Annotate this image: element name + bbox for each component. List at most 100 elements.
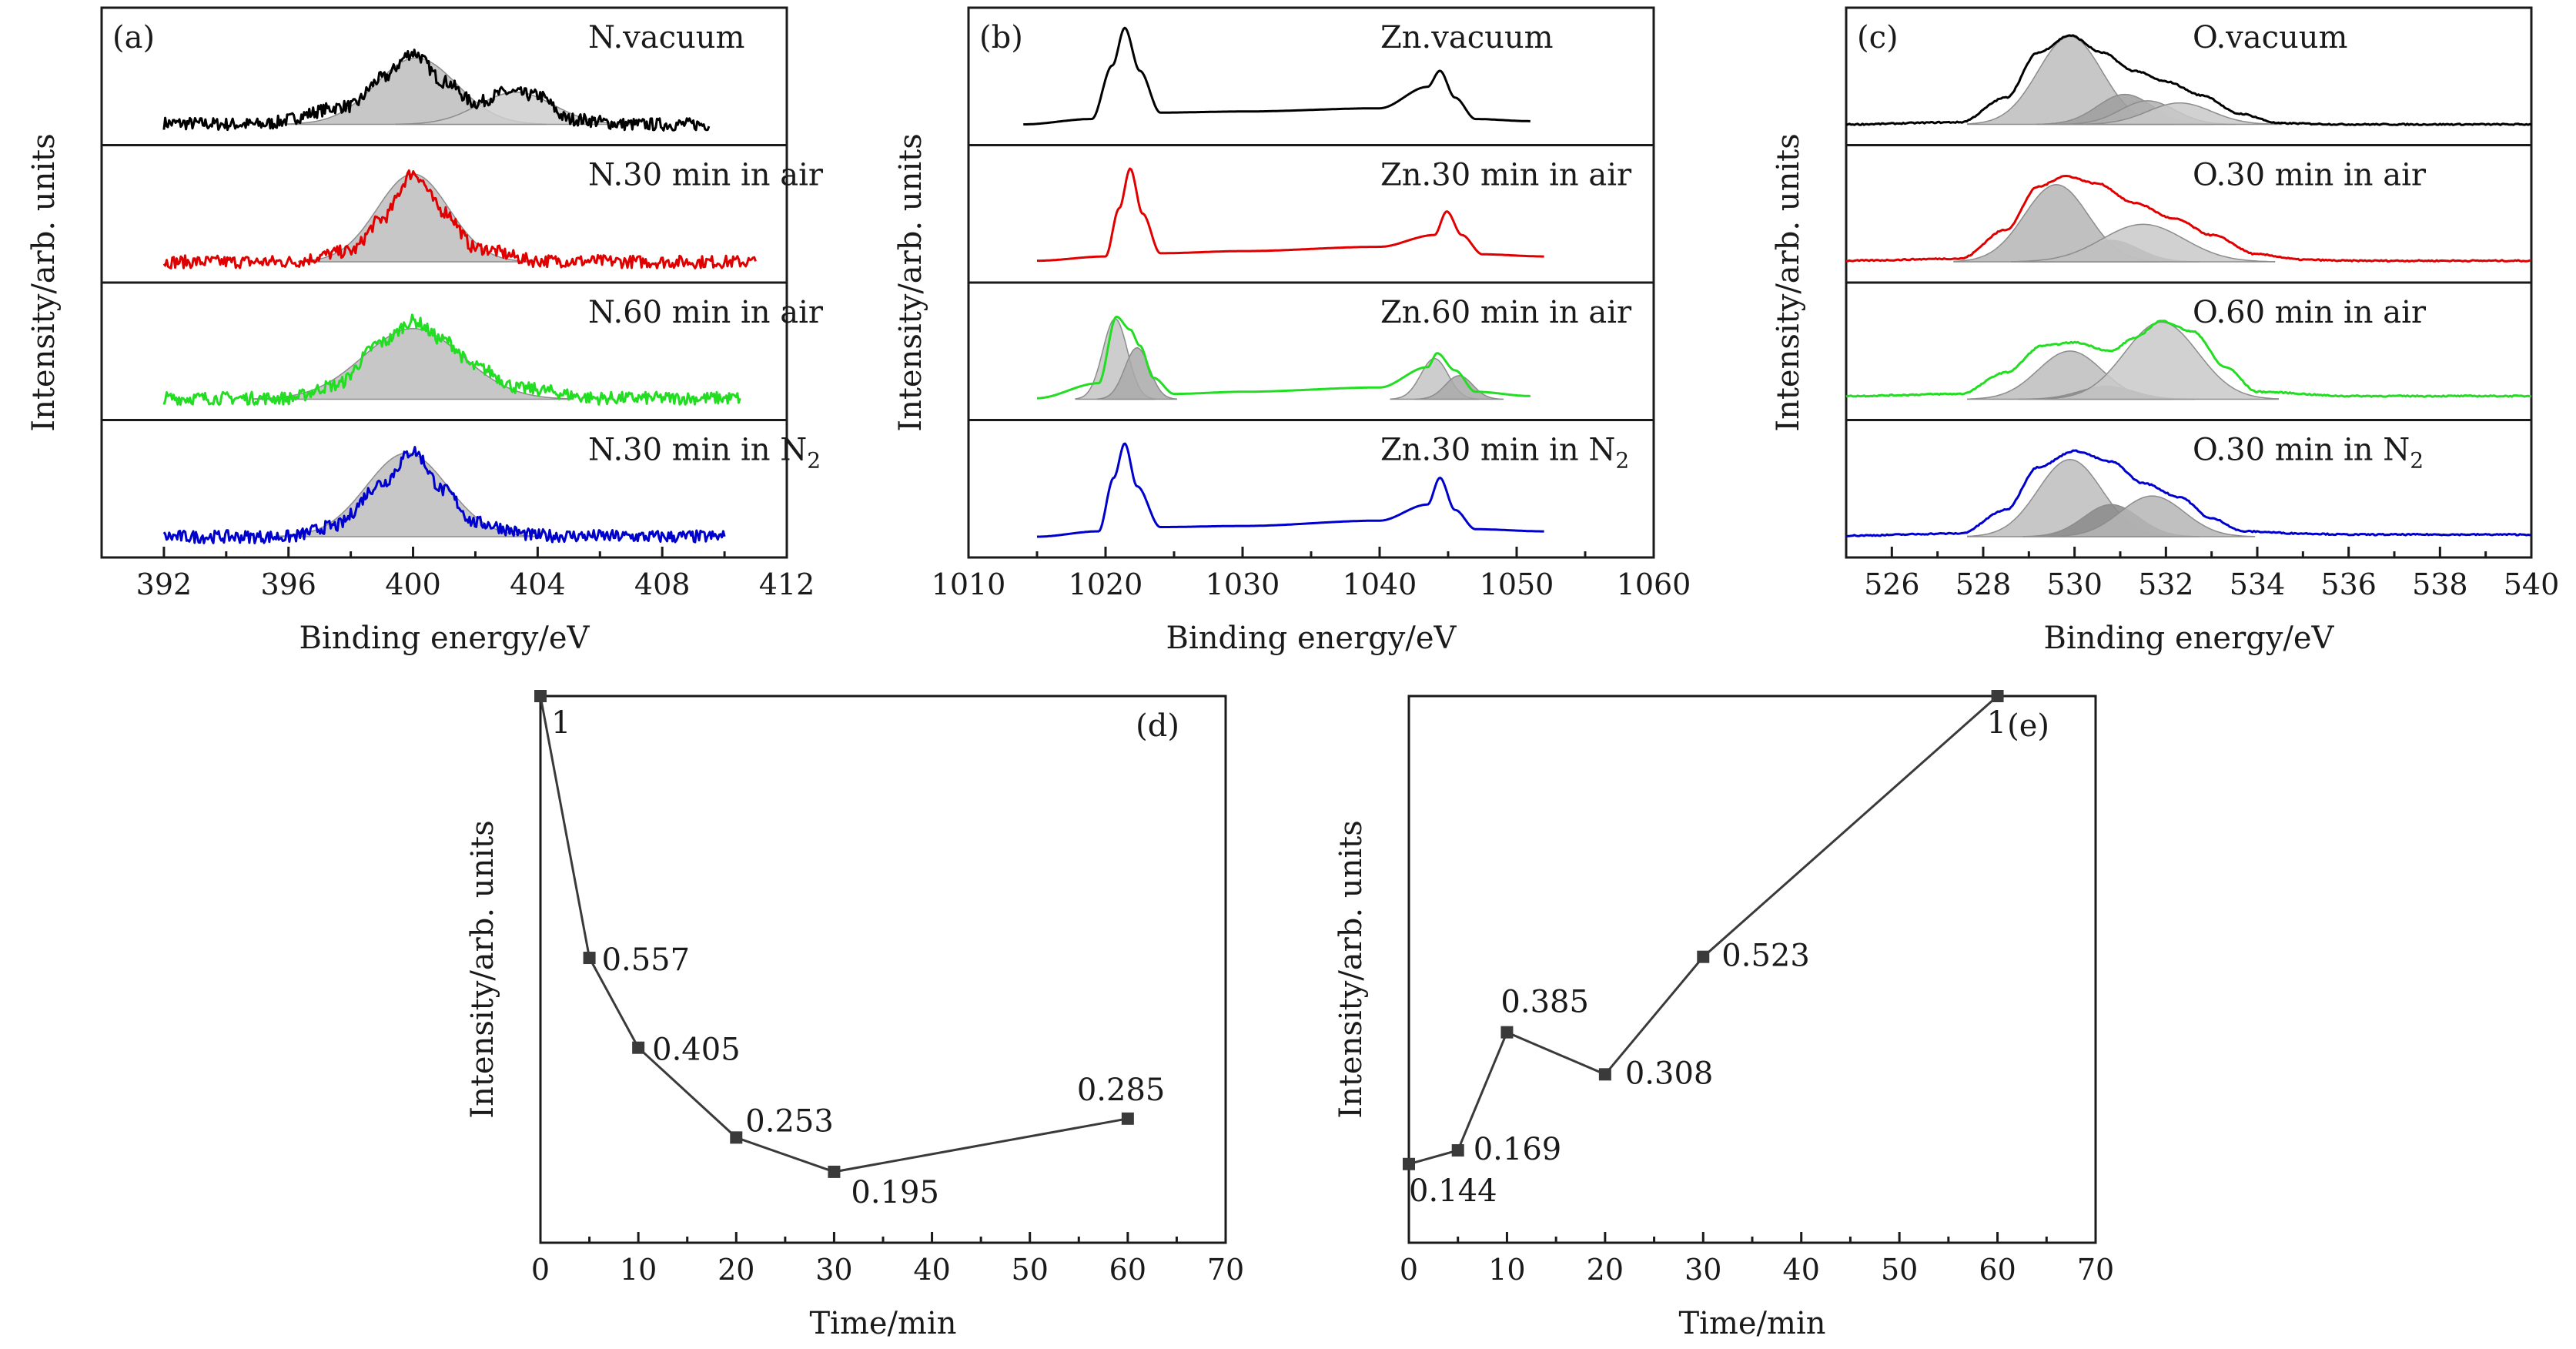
spectrum-line [1845,320,2532,398]
x-tick-label: 392 [136,567,192,601]
x-tick-label: 1050 [1480,567,1554,601]
panel-label: (d) [1136,708,1179,744]
x-axis-label: Time/min [809,1306,956,1341]
x-tick-label: 1040 [1343,567,1417,601]
series-a-2: N.60 min in air [162,295,824,406]
x-tick-label: 404 [510,567,566,601]
x-tick-label: 30 [815,1253,852,1287]
x-tick-label: 530 [2046,567,2103,601]
x-tick-label: 532 [2138,567,2194,601]
y-axis-label: Intensity/arb. units [893,133,928,431]
series-c-2: O.60 min in air [1845,295,2532,400]
data-label: 0.405 [652,1033,741,1068]
data-point [1403,1157,1415,1170]
fit-component [2076,102,2283,126]
data-point [1598,1068,1611,1081]
x-tick-label: 0 [1400,1253,1418,1287]
x-tick-label: 20 [1587,1253,1624,1287]
x-tick-label: 412 [759,567,815,601]
x-axis-label: Binding energy/eV [1166,621,1457,656]
panel-label: (b) [979,20,1023,55]
x-tick-label: 536 [2320,567,2377,601]
series-a-1: N.30 min in air [162,158,824,269]
data-point [534,690,547,702]
series-label: N.30 min in air [588,158,824,193]
panel-label: (e) [2007,708,2049,744]
data-label: 0.523 [1721,939,1810,974]
data-label: 0.308 [1625,1056,1714,1091]
data-point [1697,950,1710,963]
x-tick-label: 528 [1955,567,2012,601]
data-point [632,1041,645,1054]
series-a-3: N.30 min in N2 [162,433,821,544]
x-tick-label: 1010 [932,567,1006,601]
series-b-2: Zn.60 min in air [1037,295,1632,400]
data-label: 0.144 [1409,1173,1497,1209]
x-tick-label: 1030 [1206,567,1280,601]
fit-component [2049,495,2256,537]
series-label: Zn.30 min in N2 [1380,433,1629,474]
spectrum-line [1845,175,2532,263]
panel-c: O.vacuum O.30 min in air O.60 min in air O.… [1771,6,2560,656]
fit-component [2043,321,2280,400]
series-label: O.vacuum [2193,20,2347,55]
series-label: O.60 min in air [2193,295,2427,330]
data-label: 1 [1987,705,2006,741]
series-c-3: O.30 min in N2 [1845,433,2532,537]
series-label: N.vacuum [588,20,744,55]
spectrum-line [1037,167,1544,263]
series-label: Zn.vacuum [1380,20,1554,55]
x-tick-label: 60 [1109,1253,1146,1287]
x-tick-label: 50 [1012,1253,1049,1287]
series-a-0: N.vacuum [162,20,744,132]
series-b-3: Zn.30 min in N2 [1037,433,1629,538]
spectrum-line [162,169,757,269]
fit-component [395,92,637,126]
spectrum-line [1845,34,2532,126]
x-tick-label: 40 [913,1253,950,1287]
y-axis-label: Intensity/arb. units [1771,133,1806,431]
x-tick-label: 1060 [1617,567,1691,601]
data-point [1451,1144,1464,1157]
x-tick-label: 10 [1488,1253,1525,1287]
x-tick-label: 60 [1979,1253,2016,1287]
data-point [1500,1026,1514,1039]
y-axis-label: Intensity/arb. units [1333,820,1369,1118]
spectrum-line [1845,449,2532,537]
x-tick-label: 50 [1881,1253,1918,1287]
x-tick-label: 1020 [1069,567,1143,601]
series-b-0: Zn.vacuum [1023,20,1554,126]
spectrum-line [1037,315,1531,400]
series-label: O.30 min in N2 [2193,433,2424,474]
series-c-0: O.vacuum [1845,20,2532,126]
x-tick-label: 20 [718,1253,754,1287]
series-label: N.60 min in air [588,295,824,330]
x-tick-label: 70 [1207,1253,1244,1287]
x-tick-label: 396 [260,567,316,601]
series-label: N.30 min in N2 [588,433,821,474]
x-tick-label: 30 [1684,1253,1721,1287]
series-label: O.30 min in air [2193,158,2427,193]
x-tick-label: 40 [1783,1253,1820,1287]
data-label: 0.557 [602,942,691,978]
data-point [730,1131,743,1144]
data-line [1408,695,1999,1166]
spectrum-line [162,313,741,406]
y-axis-label: Intensity/arb. units [26,133,62,431]
x-tick-label: 526 [1864,567,1920,601]
data-label: 0.169 [1474,1132,1562,1167]
panel-a: N.vacuum N.30 min in air N.60 min in air N.… [26,6,824,656]
data-point [1121,1112,1134,1125]
x-tick-label: 400 [385,567,441,601]
x-axis-label: Binding energy/eV [299,621,590,656]
x-tick-label: 534 [2230,567,2286,601]
data-label: 0.195 [851,1175,939,1210]
panel-label: (c) [1857,20,1899,55]
data-label: 1 [551,705,570,741]
x-tick-label: 10 [620,1253,657,1287]
panel-b: Zn.vacuum Zn.30 min in air Zn.60 min in ai… [893,6,1691,656]
fit-component [2011,223,2276,263]
x-tick-label: 540 [2504,567,2560,601]
